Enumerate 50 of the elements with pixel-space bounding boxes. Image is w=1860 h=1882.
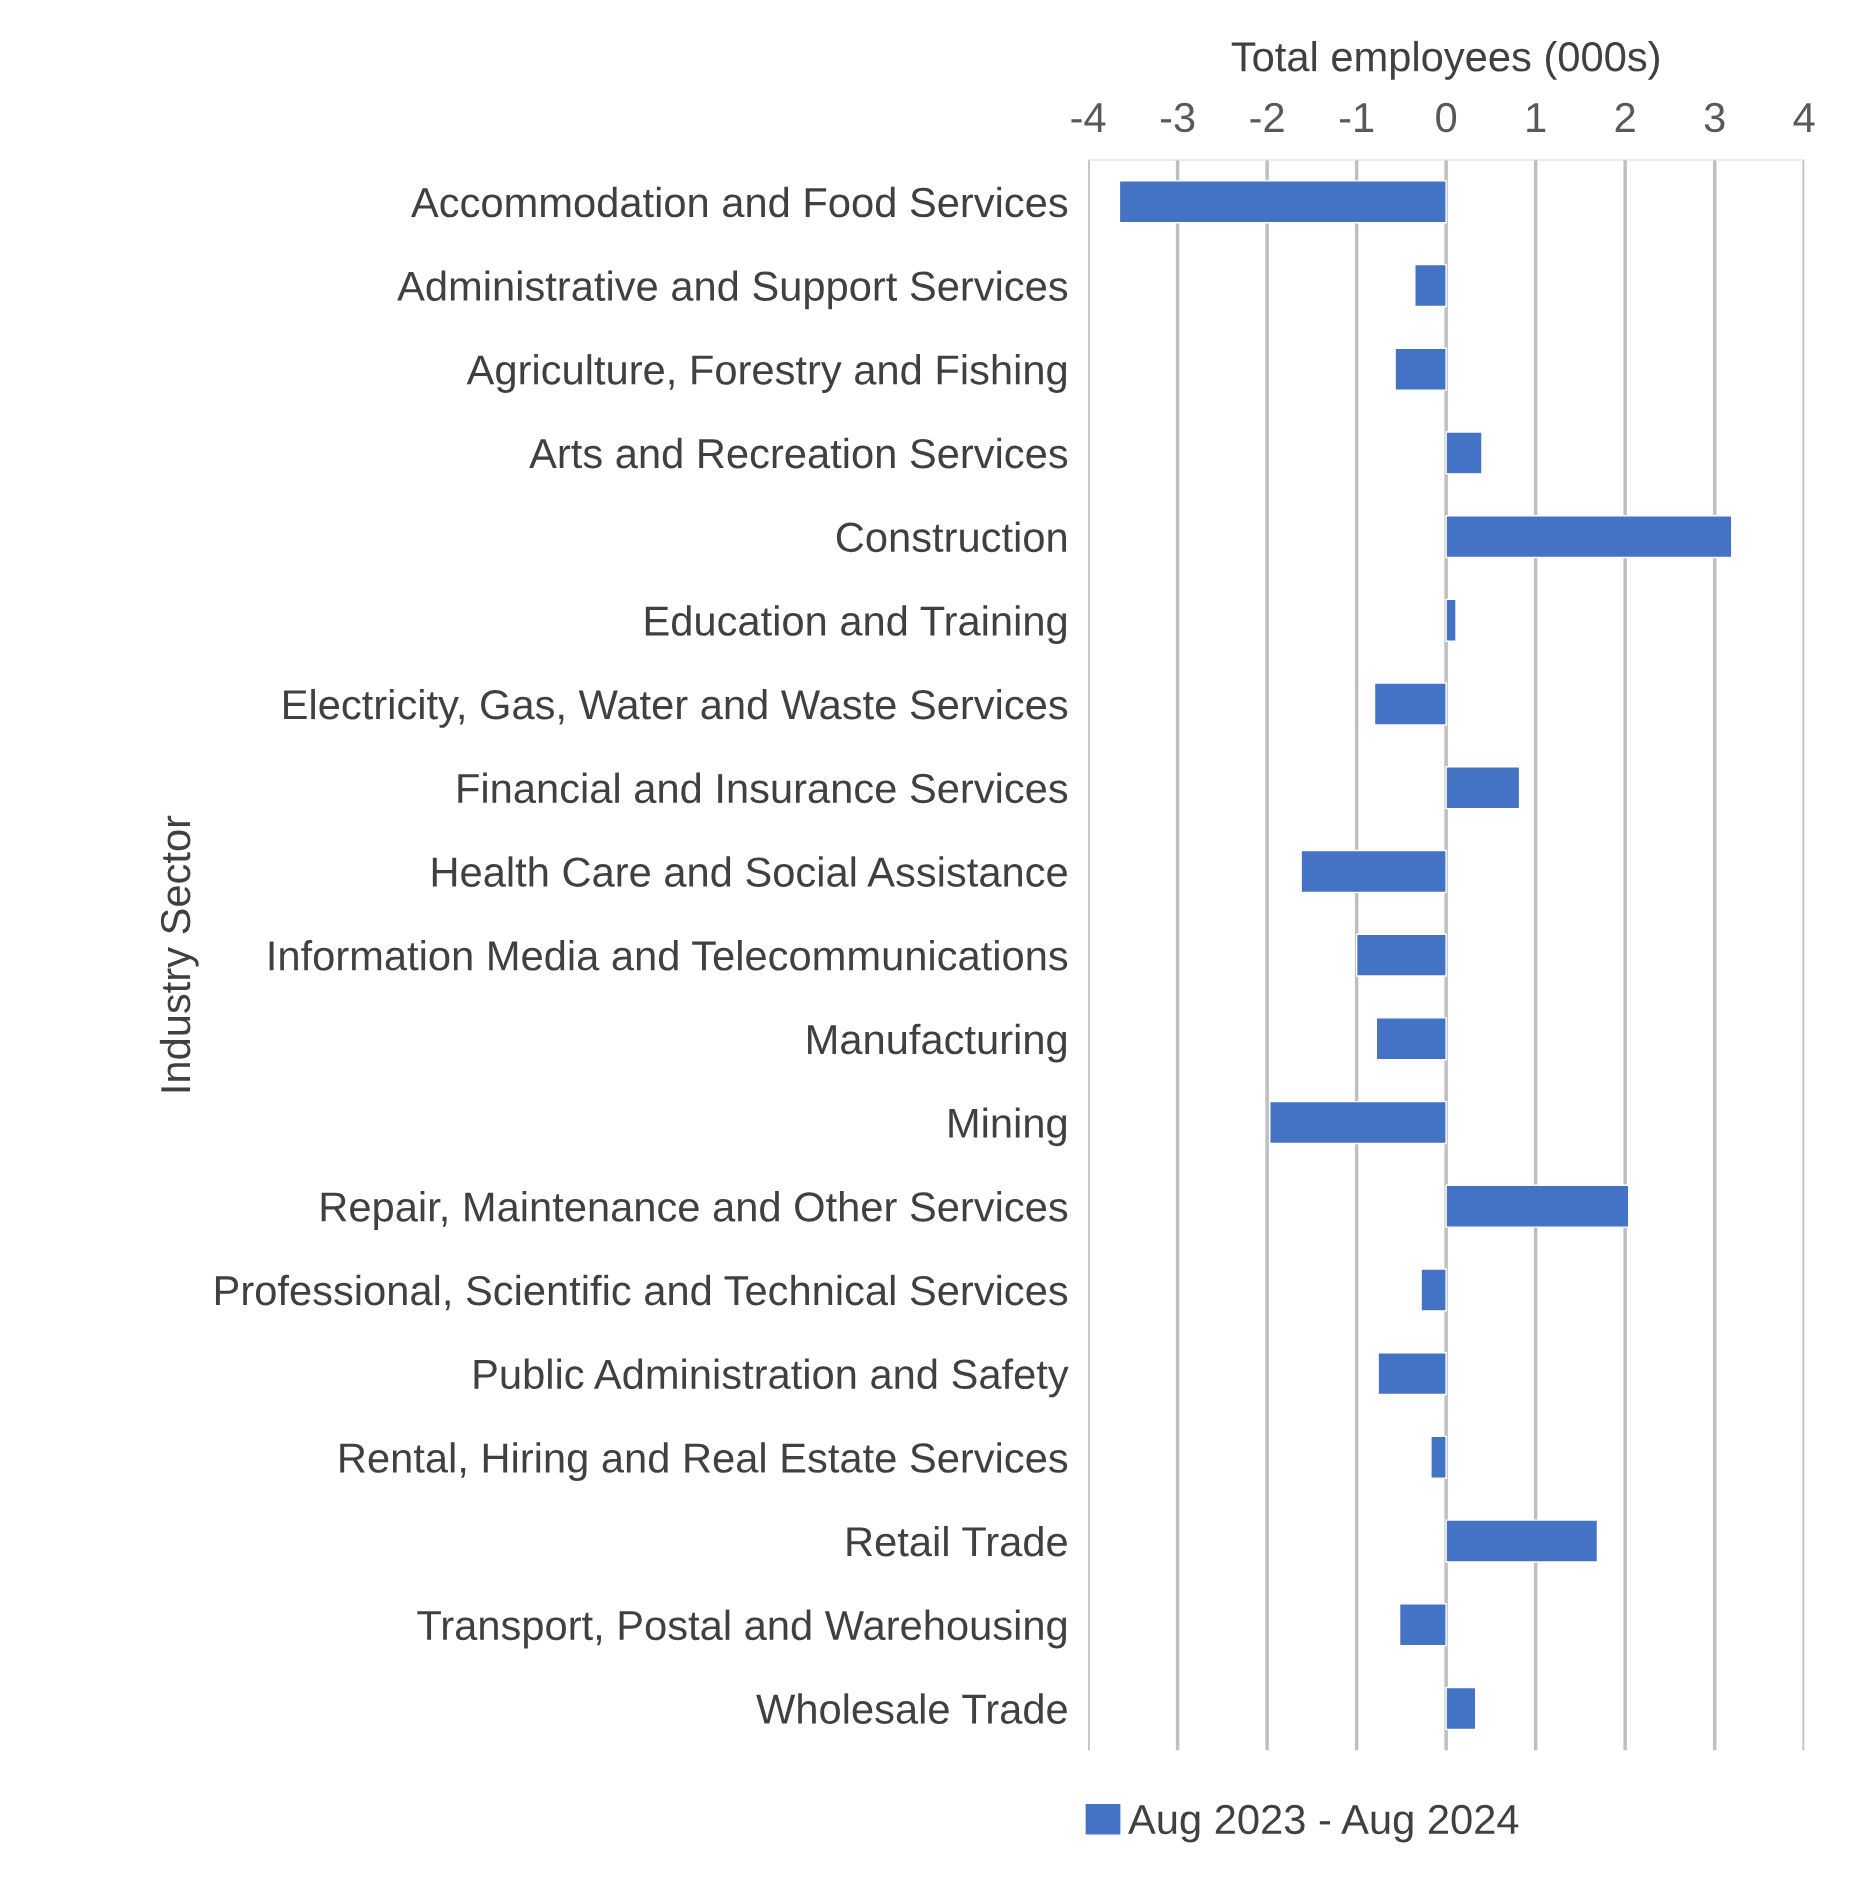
bar bbox=[1445, 598, 1457, 642]
y-tick-label: Professional, Scientific and Technical Services bbox=[215, 1274, 1068, 1311]
y-tick-label: Health Care and Social Assistance bbox=[432, 856, 1067, 887]
bar bbox=[1394, 347, 1447, 391]
bar bbox=[1445, 431, 1483, 475]
x-tick-label: -2 bbox=[1250, 102, 1284, 132]
y-tick-label: Retail Trade bbox=[847, 1525, 1067, 1557]
bar bbox=[1300, 849, 1447, 894]
y-tick-label: Financial and Insurance Services bbox=[458, 772, 1068, 804]
bar bbox=[1398, 1603, 1447, 1647]
bar bbox=[1118, 180, 1447, 224]
bar bbox=[1430, 1435, 1447, 1479]
y-tick-label: Mining bbox=[949, 1107, 1066, 1147]
bar bbox=[1355, 933, 1447, 977]
x-tick-label: -1 bbox=[1339, 103, 1374, 132]
bar bbox=[1414, 263, 1447, 308]
y-tick-label: Information Media and Telecommunications bbox=[269, 940, 1068, 971]
x-tick-label: 4 bbox=[1793, 103, 1815, 132]
x-tick-label: 3 bbox=[1704, 102, 1725, 133]
bar bbox=[1377, 1351, 1447, 1396]
x-tick-label: -3 bbox=[1160, 102, 1195, 133]
bar bbox=[1445, 1686, 1477, 1731]
x-tick-label: 1 bbox=[1527, 103, 1546, 132]
bar bbox=[1269, 1100, 1447, 1145]
bar bbox=[1445, 1184, 1630, 1228]
bar bbox=[1445, 514, 1733, 559]
y-tick-label: Repair, Maintenance and Other Services bbox=[321, 1191, 1068, 1230]
y-tick-label: Electricity, Gas, Water and Waste Services bbox=[284, 688, 1068, 728]
bar bbox=[1373, 682, 1447, 726]
y-tick-label: Arts and Recreation Services bbox=[529, 437, 1068, 469]
bar bbox=[1420, 1268, 1447, 1312]
x-tick-label: -4 bbox=[1071, 103, 1106, 132]
y-tick-label: Wholesale Trade bbox=[756, 1693, 1067, 1724]
y-tick-label: Accommodation and Food Services bbox=[411, 186, 1068, 218]
y-tick-label: Construction bbox=[836, 521, 1066, 553]
bar bbox=[1375, 1017, 1447, 1061]
y-tick-label: Public Administration and Safety bbox=[474, 1358, 1069, 1398]
y-tick-label: Rental, Hiring and Real Estate Services bbox=[340, 1442, 1068, 1482]
x-tick-label: 2 bbox=[1615, 102, 1635, 132]
y-tick-label: Education and Training bbox=[645, 605, 1066, 645]
x-axis-title: Total employees (000s) bbox=[1231, 40, 1659, 80]
legend-label: Aug 2023 - Aug 2024 bbox=[1128, 1804, 1519, 1843]
y-tick-label: Manufacturing bbox=[808, 1023, 1066, 1063]
bar bbox=[1445, 766, 1521, 810]
bar bbox=[1445, 1519, 1599, 1563]
y-tick-label: Transport, Postal and Warehousing bbox=[417, 1609, 1067, 1649]
y-axis-title: Industry Sector bbox=[159, 815, 199, 1092]
x-tick-label: 0 bbox=[1436, 102, 1457, 133]
y-tick-label: Agriculture, Forestry and Fishing bbox=[466, 354, 1067, 393]
y-tick-label: Administrative and Support Services bbox=[397, 270, 1068, 310]
